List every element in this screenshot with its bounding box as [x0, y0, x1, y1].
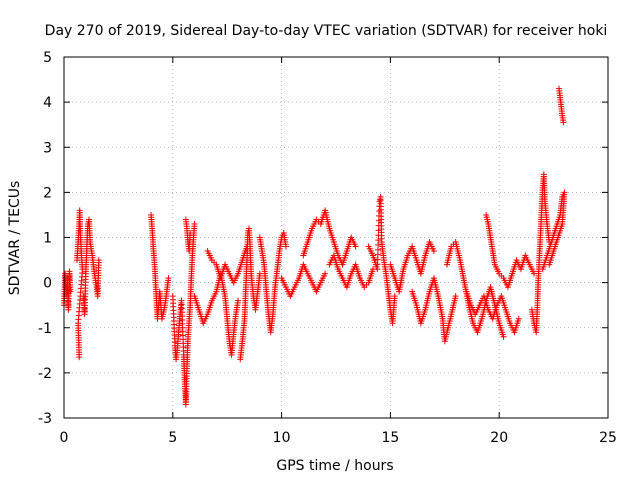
- y-tick-labels: -3 -2 -1 0 1 2 3 4 5: [38, 50, 52, 427]
- data-points: [61, 85, 568, 408]
- data-point: [191, 220, 198, 227]
- data-point: [282, 243, 289, 250]
- y-tick-label: -2: [38, 366, 52, 382]
- data-point: [515, 315, 522, 322]
- data-point: [500, 333, 507, 340]
- grid-lines: [64, 57, 608, 418]
- data-point: [391, 293, 398, 300]
- x-tick-label: 25: [599, 430, 617, 446]
- y-tick-label: 0: [43, 276, 52, 292]
- data-point: [256, 270, 263, 277]
- y-tick-label: 2: [43, 185, 52, 201]
- data-point: [560, 119, 567, 126]
- data-point: [165, 275, 172, 282]
- x-tick-label: 20: [490, 430, 508, 446]
- data-point: [546, 261, 553, 268]
- y-tick-label: 4: [43, 95, 52, 111]
- data-point: [322, 270, 329, 277]
- data-point: [67, 288, 74, 295]
- x-tick-label: 5: [168, 430, 177, 446]
- plot-frame: [63, 56, 609, 419]
- x-tick-labels: 0 5 10 15 20 25: [60, 430, 617, 446]
- y-tick-label: 1: [43, 231, 52, 247]
- data-point: [95, 257, 102, 264]
- chart-title: Day 270 of 2019, Sidereal Day-to-day VTE…: [45, 23, 608, 39]
- data-point: [430, 248, 437, 255]
- data-point: [235, 297, 242, 304]
- data-point: [187, 229, 194, 236]
- x-tick-label: 15: [381, 430, 399, 446]
- x-tick-label: 0: [60, 430, 69, 446]
- data-point: [76, 354, 83, 361]
- data-point: [352, 243, 359, 250]
- y-tick-label: -3: [38, 411, 52, 427]
- x-axis-title: GPS time / hours: [276, 458, 393, 474]
- y-tick-label: 3: [43, 140, 52, 156]
- y-tick-label: -1: [38, 321, 52, 337]
- y-tick-label: 5: [43, 50, 52, 66]
- data-point: [452, 293, 459, 300]
- x-tick-label: 10: [273, 430, 291, 446]
- y-axis-title: SDTVAR / TECUs: [7, 181, 23, 296]
